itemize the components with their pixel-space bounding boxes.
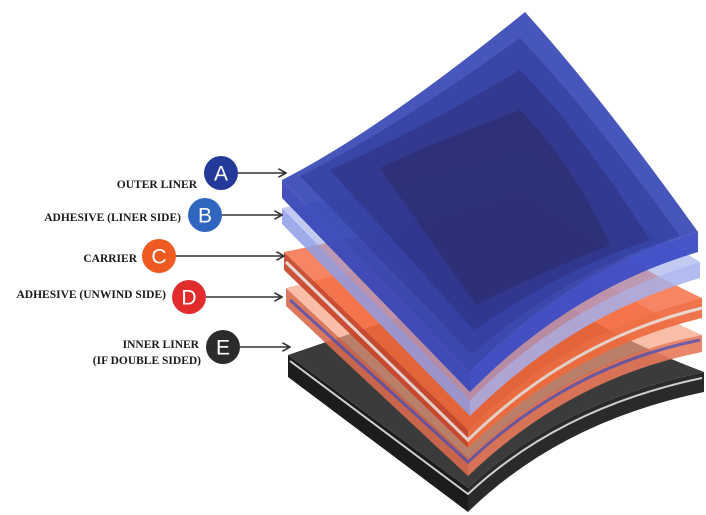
badge-e: E [206,330,240,364]
label-adhesive-unwind-side: ADHESIVE (UNWIND SIDE) [16,289,166,301]
label-adhesive-liner-side: ADHESIVE (LINER SIDE) [44,212,181,224]
badge-c: C [142,239,176,273]
layer-a-outer-liner [282,12,698,392]
svg-text:E: E [216,337,230,360]
svg-text:C: C [151,246,166,269]
layer-edge-band [288,298,701,465]
badge-a: A [204,156,238,190]
svg-text:B: B [198,205,212,228]
label-carrier: CARRIER [83,253,137,265]
svg-text:D: D [181,287,196,310]
svg-text:A: A [214,163,228,186]
label-if-double-sided: (IF DOUBLE SIDED) [93,355,201,367]
badge-b: B [188,198,222,232]
badge-d: D [172,280,206,314]
label-outer-liner: OUTER LINER [117,179,198,191]
label-inner-liner: INNER LINER [123,339,200,351]
